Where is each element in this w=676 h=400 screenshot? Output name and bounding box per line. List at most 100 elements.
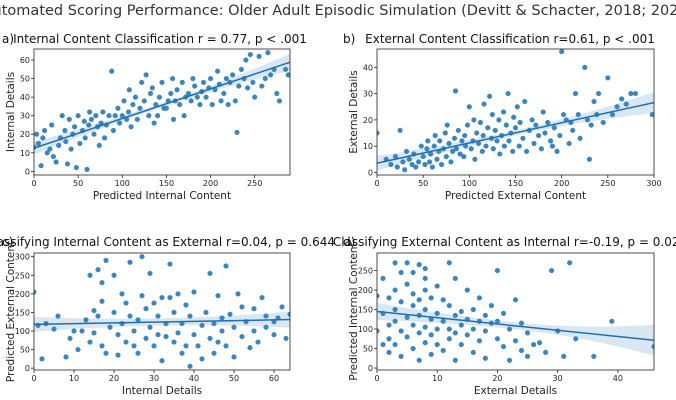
panel-title: Classifying External Content as Internal… <box>333 235 676 249</box>
data-point <box>582 64 588 70</box>
x-tick-label: 30 <box>553 374 563 383</box>
data-point <box>247 345 253 351</box>
data-point <box>171 309 177 315</box>
data-point <box>99 298 105 304</box>
data-point <box>455 127 461 133</box>
y-tick-label: 50 <box>20 346 30 355</box>
data-point <box>194 94 200 100</box>
data-point <box>274 90 280 97</box>
y-tick-label: 30 <box>20 112 30 121</box>
data-point <box>600 119 606 126</box>
data-point <box>427 159 433 165</box>
y-tick-label: 50 <box>363 345 373 354</box>
x-tick-label: 40 <box>189 374 199 383</box>
data-point <box>250 79 256 85</box>
data-point <box>163 105 169 111</box>
data-point <box>127 313 133 319</box>
y-tick-label: 150 <box>15 308 30 317</box>
data-point <box>143 306 149 312</box>
data-point <box>147 270 153 276</box>
data-point <box>82 135 88 141</box>
data-point <box>406 156 412 162</box>
data-point <box>211 350 217 356</box>
confidence-band <box>377 92 654 171</box>
data-point <box>404 334 410 340</box>
data-point <box>410 303 416 309</box>
data-point <box>38 163 44 169</box>
data-point <box>263 313 269 319</box>
data-point <box>130 102 136 108</box>
x-tick-label: 0 <box>374 179 379 188</box>
data-point <box>179 350 185 356</box>
data-point <box>155 313 161 319</box>
data-point <box>190 76 196 82</box>
data-point <box>134 116 140 122</box>
data-point <box>146 113 152 119</box>
data-point <box>243 57 249 63</box>
data-point <box>50 153 56 160</box>
data-point <box>474 130 480 136</box>
y-tick-label: 20 <box>20 130 30 139</box>
data-point <box>73 165 79 171</box>
data-point <box>251 328 257 334</box>
data-point <box>422 275 428 281</box>
x-axis-label: Predicted External Content <box>445 190 586 202</box>
data-point <box>103 350 109 356</box>
regression-line <box>34 318 290 326</box>
data-point <box>239 304 245 310</box>
data-point <box>479 148 485 154</box>
data-point <box>440 297 446 303</box>
x-axis-label: Internal Details <box>122 385 202 397</box>
data-point <box>416 262 422 268</box>
data-point <box>545 119 551 126</box>
data-point <box>476 295 482 301</box>
data-point <box>609 112 616 118</box>
data-point <box>199 322 205 328</box>
data-point <box>123 339 129 345</box>
data-point <box>199 356 205 362</box>
data-point <box>472 156 478 162</box>
data-point <box>404 281 410 287</box>
data-point <box>34 131 40 137</box>
data-point <box>588 122 594 128</box>
data-point <box>518 347 525 354</box>
data-point <box>67 335 73 341</box>
data-point <box>422 161 428 168</box>
data-point <box>453 146 459 152</box>
data-point <box>452 275 458 281</box>
data-point <box>501 143 507 149</box>
data-point <box>103 257 109 263</box>
data-point <box>137 105 143 111</box>
panel-4: 0 10 20 30 40 0 50 100 150 200 250 d)Classifying Ex… <box>333 235 676 397</box>
data-point <box>42 127 48 134</box>
data-point <box>86 122 92 128</box>
data-point <box>102 135 108 141</box>
data-point <box>420 154 426 160</box>
data-point <box>542 130 548 136</box>
data-point <box>147 90 154 97</box>
data-point <box>551 125 557 131</box>
y-tick-label: 200 <box>15 290 30 299</box>
data-point <box>255 339 261 345</box>
data-point <box>386 336 392 342</box>
data-point <box>63 354 69 360</box>
x-tick-label: 150 <box>508 179 523 188</box>
data-point <box>425 138 431 144</box>
data-point <box>215 68 221 74</box>
data-point <box>167 295 173 301</box>
data-point <box>271 332 277 338</box>
data-point <box>149 85 155 91</box>
data-point <box>64 161 71 167</box>
data-point <box>413 164 419 170</box>
data-point <box>225 102 231 108</box>
data-point <box>51 326 57 332</box>
data-point <box>416 330 422 336</box>
data-point <box>59 113 65 119</box>
data-point <box>91 308 97 314</box>
data-point <box>452 135 458 141</box>
data-point <box>63 139 69 145</box>
x-tick-label: 60 <box>269 374 279 383</box>
data-point <box>614 104 620 110</box>
data-point <box>223 76 229 82</box>
data-point <box>106 113 112 119</box>
